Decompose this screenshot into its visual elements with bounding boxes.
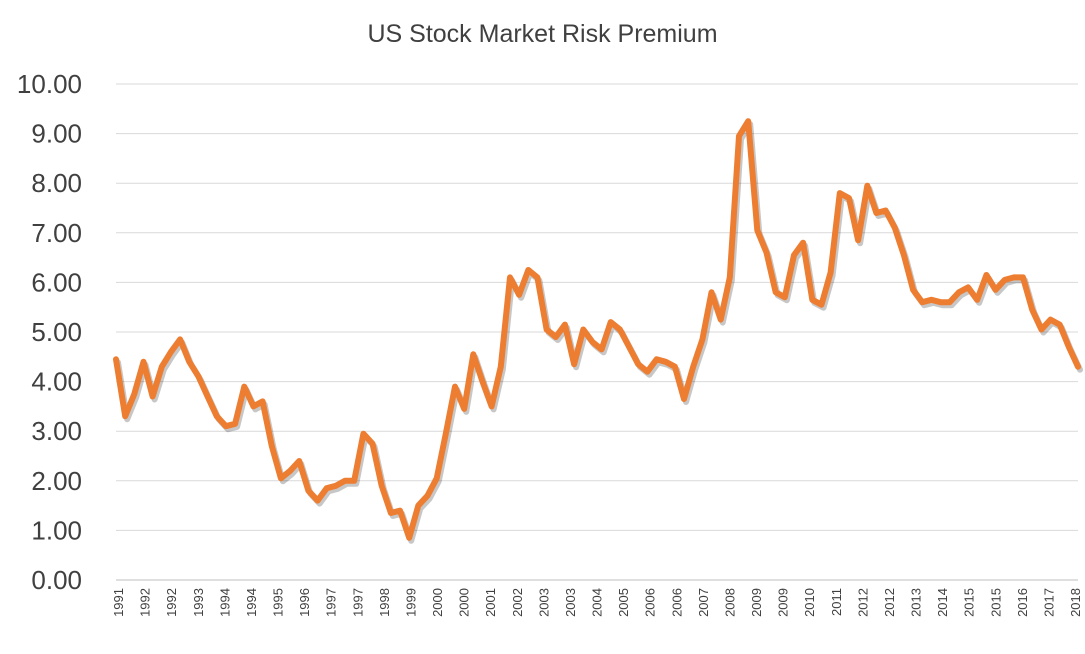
y-tick-label: 8.00: [31, 168, 82, 198]
x-axis-tick-labels: 1991 1992 1992 1993 1994 1994 1995 1996 1997 1997…: [111, 588, 1083, 617]
x-tick-label: 1992: [138, 588, 153, 617]
x-tick-label: 2005: [616, 588, 631, 617]
x-tick-label: 2009: [776, 588, 791, 617]
series-group: [113, 118, 1083, 544]
y-tick-label: 3.00: [31, 416, 82, 446]
x-tick-label: 2013: [909, 588, 924, 617]
series-line-risk-premium: [113, 118, 1081, 541]
x-tick-label: 2006: [643, 588, 658, 617]
y-tick-label: 10.00: [17, 69, 82, 99]
x-tick-label: 1997: [324, 588, 339, 617]
x-tick-label: 2006: [669, 588, 684, 617]
x-tick-label: 1995: [271, 588, 286, 617]
x-tick-label: 2017: [1041, 588, 1056, 617]
x-tick-label: 1994: [217, 588, 232, 617]
x-tick-label: 2000: [457, 588, 472, 617]
x-tick-label: 2003: [563, 588, 578, 617]
x-tick-label: 2002: [510, 588, 525, 617]
x-tick-label: 2003: [536, 588, 551, 617]
x-tick-label: 2001: [483, 588, 498, 617]
x-tick-label: 2015: [962, 588, 977, 617]
x-tick-label: 1993: [191, 588, 206, 617]
x-tick-label: 1998: [377, 588, 392, 617]
x-tick-label: 2014: [935, 588, 950, 617]
y-tick-label: 4.00: [31, 367, 82, 397]
x-tick-label: 2004: [590, 588, 605, 617]
y-axis-tick-labels: 0.00 1.00 2.00 3.00 4.00 5.00 6.00 7.00 8.00 9.00…: [17, 69, 82, 595]
x-tick-label: 1994: [244, 588, 259, 617]
x-tick-label: 2011: [829, 588, 844, 616]
x-tick-label: 1992: [164, 588, 179, 617]
y-tick-label: 7.00: [31, 218, 82, 248]
x-tick-label: 2010: [802, 588, 817, 617]
x-tick-label: 2000: [430, 588, 445, 617]
x-tick-label: 2018: [1068, 588, 1083, 617]
x-tick-label: 1996: [297, 588, 312, 617]
x-tick-label: 2009: [749, 588, 764, 617]
x-tick-label: 1991: [111, 588, 126, 617]
x-tick-label: 1997: [350, 588, 365, 617]
chart-title: US Stock Market Risk Premium: [367, 20, 718, 48]
x-tick-label: 2012: [855, 588, 870, 617]
x-tick-label: 2015: [988, 588, 1003, 617]
gridlines: [116, 83, 1078, 531]
x-tick-label: 2016: [1015, 588, 1030, 617]
y-tick-label: 2.00: [31, 466, 82, 496]
x-tick-label: 2007: [696, 588, 711, 617]
y-tick-label: 1.00: [31, 515, 82, 545]
x-tick-label: 2012: [882, 588, 897, 617]
y-tick-label: 0.00: [31, 565, 82, 595]
y-tick-label: 5.00: [31, 317, 82, 347]
x-tick-label: 2008: [722, 588, 737, 617]
x-tick-label: 1999: [403, 588, 418, 617]
y-tick-label: 6.00: [31, 267, 82, 297]
y-tick-label: 9.00: [31, 119, 82, 149]
